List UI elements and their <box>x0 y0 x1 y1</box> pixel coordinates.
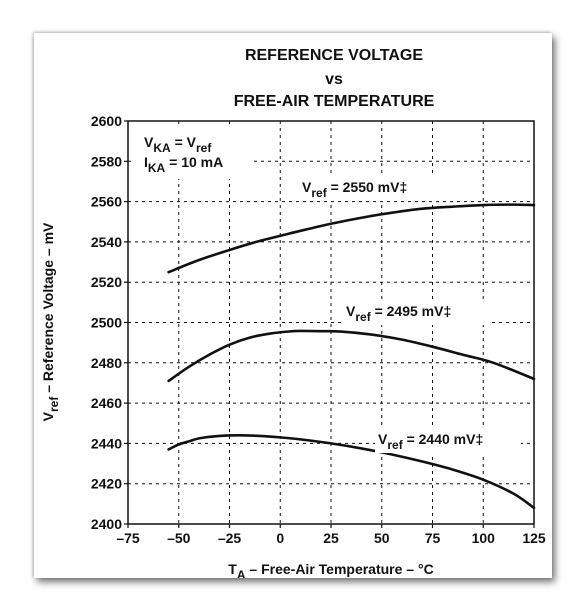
y-axis-ticks: 2400 2420 2440 2460 2480 2500 2520 2540 2560 2580… <box>91 113 128 532</box>
curve-2550mv <box>167 203 536 274</box>
x-tick-label: 100 <box>472 530 496 546</box>
series-label-2495mv: Vref = 2495 mV‡ <box>343 301 489 325</box>
title-line: FREE-AIR TEMPERATURE <box>234 93 435 110</box>
condition-text: IKA = 10 mA <box>144 154 223 175</box>
chart-frame: REFERENCE VOLTAGE vs FREE-AIR TEMPERATURE … <box>34 33 552 578</box>
x-tick-label: –25 <box>218 530 242 546</box>
x-axis-label: TA – Free-Air Temperature – °C <box>228 561 433 578</box>
title-line: REFERENCE VOLTAGE <box>245 47 423 64</box>
x-tick-label: 0 <box>276 530 284 546</box>
x-tick-label: 125 <box>522 530 546 546</box>
x-tick-label: –50 <box>167 530 191 546</box>
series-label-2550mv: Vref = 2550 mV‡ <box>299 177 445 201</box>
chart-title: REFERENCE VOLTAGE vs FREE-AIR TEMPERATURE <box>234 47 435 110</box>
condition-text: VKA = Vref <box>144 134 212 155</box>
x-tick-label: –75 <box>116 530 140 546</box>
series-labels: Vref = 2550 mV‡ Vref = 2495 mV‡ Vref = 244… <box>299 177 521 453</box>
y-tick-label: 2580 <box>91 153 122 169</box>
y-tick-label: 2540 <box>91 234 122 250</box>
series-label-background <box>343 301 489 325</box>
y-axis-label: Vref – Reference Voltage – mV <box>40 222 61 421</box>
x-tick-label: 75 <box>425 530 441 546</box>
curve-2440mv <box>167 434 536 510</box>
y-tick-label: 2500 <box>91 315 122 331</box>
y-tick-label: 2560 <box>91 194 122 210</box>
series-label-background <box>375 429 521 453</box>
series-label-2440mv: Vref = 2440 mV‡ <box>375 429 521 453</box>
x-axis-ticks: –75 –50 –25 0 25 50 75 100 125 <box>116 524 546 546</box>
y-tick-label: 2600 <box>91 113 122 129</box>
series-label-background <box>299 177 445 201</box>
curve-2495mv <box>167 329 536 383</box>
y-tick-label: 2520 <box>91 274 122 290</box>
series-label-text: Vref = 2550 mV‡ <box>302 179 407 200</box>
curves <box>167 203 536 510</box>
conditions-background <box>132 127 250 179</box>
y-tick-label: 2420 <box>91 476 122 492</box>
series-label-text: Vref = 2440 mV‡ <box>378 431 483 452</box>
y-tick-label: 2460 <box>91 395 122 411</box>
x-tick-label: 25 <box>323 530 339 546</box>
y-tick-label: 2480 <box>91 355 122 371</box>
y-tick-label: 2400 <box>91 516 122 532</box>
title-line: vs <box>325 71 343 88</box>
y-tick-label: 2440 <box>91 435 122 451</box>
x-tick-label: 50 <box>374 530 390 546</box>
axis-labels: TA – Free-Air Temperature – °C Vref – Ref… <box>40 222 434 578</box>
series-label-text: Vref = 2495 mV‡ <box>346 303 451 324</box>
